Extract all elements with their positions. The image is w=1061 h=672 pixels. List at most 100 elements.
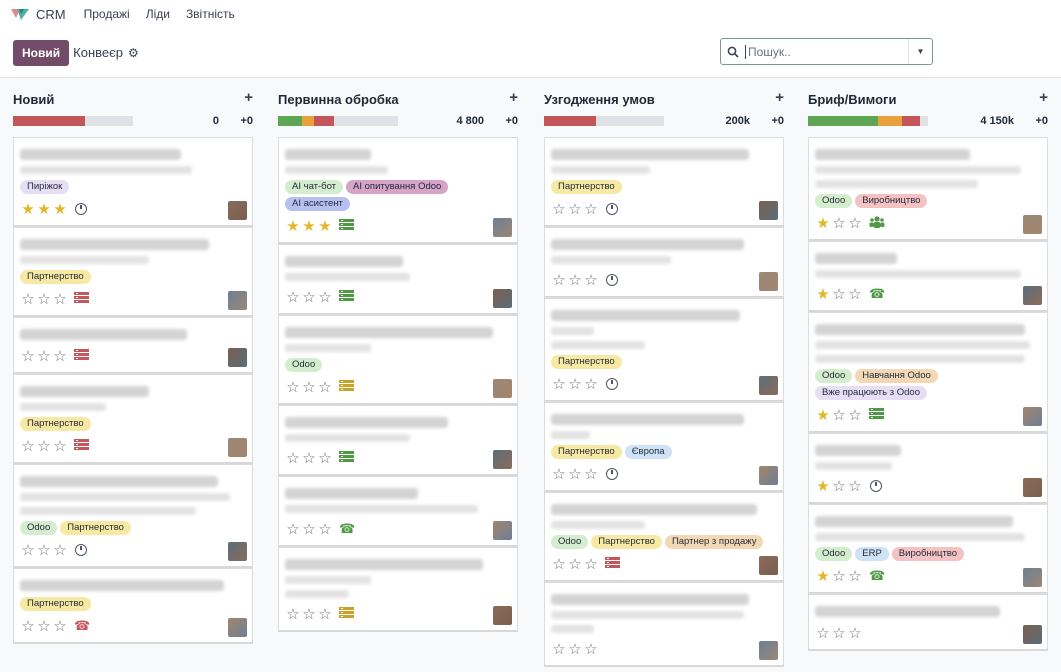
activity-clock-icon[interactable] (75, 203, 87, 215)
priority-star-icon[interactable]: ☆ (318, 449, 332, 467)
phone-activity-icon[interactable]: ☎ (869, 568, 886, 583)
kanban-card[interactable]: ★ ☆ ☆ ☎ (808, 241, 1048, 312)
activity-clock-icon[interactable] (606, 203, 618, 215)
avatar[interactable] (228, 438, 247, 457)
priority-star-icon[interactable]: ☆ (53, 541, 67, 559)
people-activity-icon[interactable] (869, 215, 885, 231)
avatar[interactable] (493, 450, 512, 469)
tag[interactable]: Odoo (551, 535, 589, 549)
tag[interactable]: Партнерство (20, 417, 91, 431)
crm-logo-icon[interactable] (10, 6, 30, 22)
tag[interactable]: Виробництво (891, 547, 965, 561)
activity-clock-icon[interactable] (75, 544, 87, 556)
activity-clock-icon[interactable] (870, 480, 882, 492)
avatar[interactable] (228, 542, 247, 561)
priority-star-icon[interactable]: ☆ (302, 378, 316, 396)
priority-star-icon[interactable]: ☆ (568, 271, 582, 289)
priority-star-icon[interactable]: ☆ (584, 640, 598, 658)
list-activity-icon[interactable] (339, 290, 354, 304)
priority-star-icon[interactable]: ★ (816, 477, 830, 495)
priority-star-icon[interactable]: ☆ (21, 541, 35, 559)
avatar[interactable] (493, 218, 512, 237)
avatar[interactable] (228, 618, 247, 637)
priority-star-icon[interactable]: ☆ (832, 406, 846, 424)
priority-star-icon[interactable]: ★ (318, 217, 332, 235)
column-progress-bar[interactable] (278, 116, 398, 126)
priority-star-icon[interactable]: ☆ (302, 449, 316, 467)
kanban-card[interactable]: Odoo Навчання Odoo Вже працюють з Odoo ★ ☆ ☆ (808, 312, 1048, 433)
tag[interactable]: Odoo (815, 194, 853, 208)
priority-star-icon[interactable]: ☆ (832, 214, 846, 232)
priority-star-icon[interactable]: ☆ (552, 465, 566, 483)
avatar[interactable] (759, 641, 778, 660)
column-progress-bar[interactable] (808, 116, 928, 126)
tag[interactable]: Odoo (285, 358, 323, 372)
priority-star-icon[interactable]: ☆ (584, 271, 598, 289)
priority-star-icon[interactable]: ☆ (584, 555, 598, 573)
avatar[interactable] (228, 291, 247, 310)
kanban-card[interactable]: ☆ ☆ ☆ (278, 405, 518, 476)
kanban-card[interactable]: Партнерство ☆ ☆ ☆ ☎ (13, 568, 253, 644)
avatar[interactable] (759, 272, 778, 291)
new-button[interactable]: Новий (13, 39, 70, 66)
priority-star-icon[interactable]: ☆ (832, 477, 846, 495)
kanban-card[interactable]: ☆ ☆ ☆ (544, 582, 784, 667)
tag[interactable]: AI асистент (285, 197, 350, 211)
priority-star-icon[interactable]: ☆ (21, 437, 35, 455)
priority-star-icon[interactable]: ☆ (584, 465, 598, 483)
priority-star-icon[interactable]: ☆ (568, 555, 582, 573)
column-progress-bar[interactable] (13, 116, 133, 126)
priority-star-icon[interactable]: ☆ (318, 378, 332, 396)
priority-star-icon[interactable]: ☆ (21, 290, 35, 308)
avatar[interactable] (228, 201, 247, 220)
priority-star-icon[interactable]: ☆ (53, 347, 67, 365)
priority-star-icon[interactable]: ☆ (21, 617, 35, 635)
kanban-card[interactable]: Партнерство ☆ ☆ ☆ (544, 298, 784, 402)
avatar[interactable] (1023, 568, 1042, 587)
tag[interactable]: Партнерство (551, 180, 622, 194)
priority-star-icon[interactable]: ☆ (318, 520, 332, 538)
priority-star-icon[interactable]: ☆ (552, 271, 566, 289)
column-progress-bar[interactable] (544, 116, 664, 126)
priority-star-icon[interactable]: ☆ (552, 200, 566, 218)
kanban-card[interactable]: Odoo ERP Виробництво ★ ☆ ☆ ☎ (808, 504, 1048, 594)
progress-segment[interactable] (13, 116, 85, 126)
progress-segment[interactable] (901, 116, 920, 126)
tag[interactable]: Партнер з продажу (664, 535, 764, 549)
priority-star-icon[interactable]: ☆ (552, 555, 566, 573)
priority-star-icon[interactable]: ☆ (832, 285, 846, 303)
add-card-plus-icon[interactable]: + (244, 89, 253, 106)
priority-star-icon[interactable]: ☆ (37, 437, 51, 455)
kanban-card[interactable]: Odoo Партнерство Партнер з продажу ☆ ☆ ☆ (544, 492, 784, 582)
menu-sales[interactable]: Продажі (83, 7, 130, 21)
tag[interactable]: Odoo (815, 547, 853, 561)
avatar[interactable] (493, 521, 512, 540)
priority-star-icon[interactable]: ☆ (286, 378, 300, 396)
priority-star-icon[interactable]: ★ (302, 217, 316, 235)
priority-star-icon[interactable]: ★ (21, 200, 35, 218)
gear-icon[interactable]: ⚙ (127, 45, 139, 60)
tag[interactable]: Європа (624, 445, 672, 459)
menu-leads[interactable]: Ліди (145, 7, 170, 21)
priority-star-icon[interactable]: ☆ (53, 617, 67, 635)
tag[interactable]: AI опитування Odoo (346, 180, 449, 194)
avatar[interactable] (493, 289, 512, 308)
avatar[interactable] (1023, 407, 1042, 426)
tag[interactable]: Партнерство (20, 597, 91, 611)
priority-star-icon[interactable]: ☆ (848, 624, 862, 642)
tag[interactable]: Партнерство (551, 355, 622, 369)
priority-star-icon[interactable]: ☆ (832, 567, 846, 585)
avatar[interactable] (493, 606, 512, 625)
tag[interactable]: Партнерство (20, 270, 91, 284)
priority-star-icon[interactable]: ☆ (848, 214, 862, 232)
priority-star-icon[interactable]: ★ (286, 217, 300, 235)
list-activity-icon[interactable] (869, 408, 884, 422)
priority-star-icon[interactable]: ☆ (21, 347, 35, 365)
priority-star-icon[interactable]: ☆ (286, 288, 300, 306)
priority-star-icon[interactable]: ☆ (53, 290, 67, 308)
tag[interactable]: Вже працюють з Odoo (815, 386, 927, 400)
list-activity-icon[interactable] (74, 349, 89, 363)
priority-star-icon[interactable]: ☆ (848, 406, 862, 424)
priority-star-icon[interactable]: ☆ (816, 624, 830, 642)
kanban-card[interactable]: Партнерство ☆ ☆ ☆ (13, 374, 253, 464)
